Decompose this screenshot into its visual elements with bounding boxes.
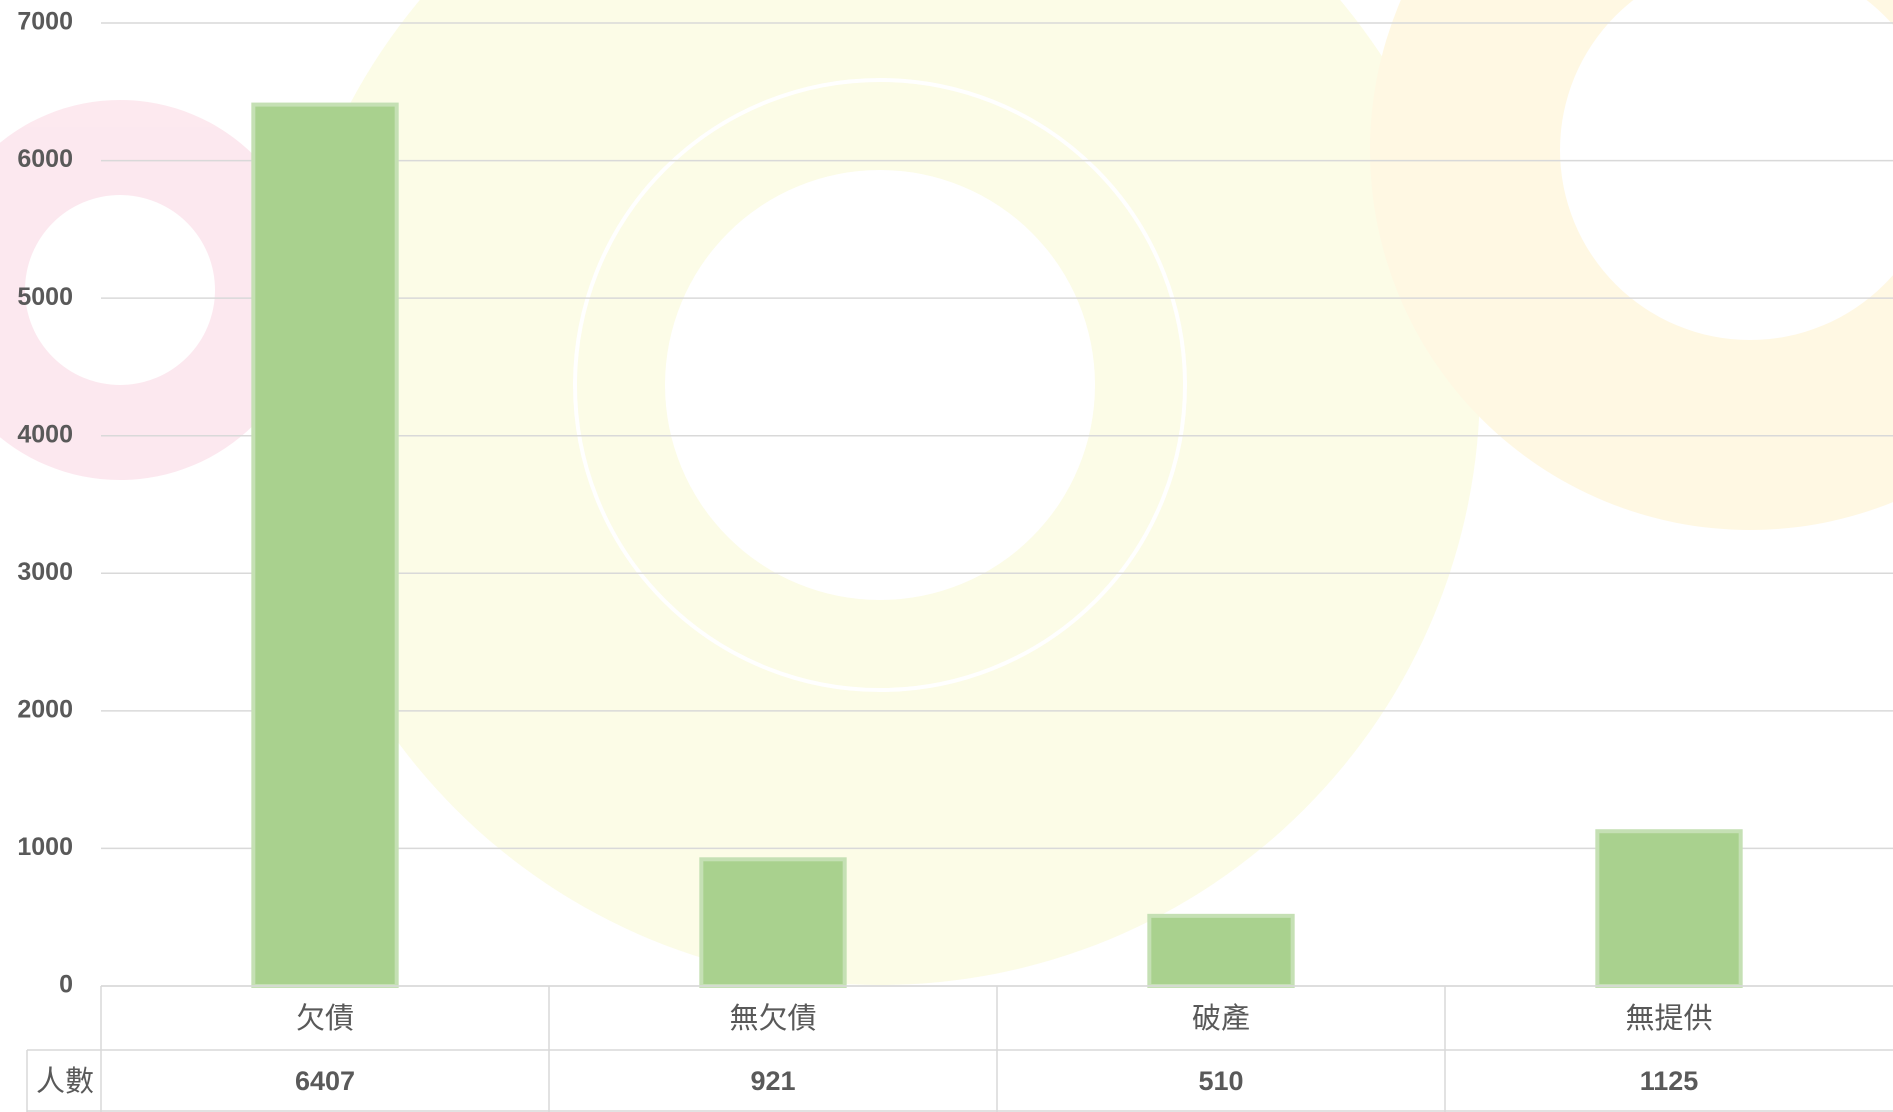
y-tick-label: 5000 xyxy=(17,283,73,311)
x-tick-label: 無欠債 xyxy=(729,1001,816,1035)
bar xyxy=(251,102,399,989)
bar xyxy=(1147,913,1295,988)
background-decoration xyxy=(0,0,1893,985)
y-tick-label: 7000 xyxy=(17,8,73,36)
data-table-value: 1125 xyxy=(1640,1066,1699,1096)
data-table-value: 510 xyxy=(1198,1066,1243,1096)
x-tick-label: 欠債 xyxy=(296,1001,354,1035)
bar xyxy=(1595,829,1743,988)
y-tick-label: 0 xyxy=(59,971,73,999)
y-tick-label: 1000 xyxy=(17,833,73,861)
data-table-value: 921 xyxy=(750,1066,795,1096)
x-tick-label: 破產 xyxy=(1192,1001,1250,1035)
y-tick-label: 2000 xyxy=(17,695,73,723)
y-tick-label: 6000 xyxy=(17,145,73,173)
x-tick-label: 無提供 xyxy=(1625,1001,1712,1035)
data-table-value: 6407 xyxy=(295,1066,355,1096)
y-tick-label: 3000 xyxy=(17,558,73,586)
y-tick-label: 4000 xyxy=(17,420,73,448)
bar xyxy=(699,857,847,988)
series-name: 人數 xyxy=(36,1064,94,1098)
